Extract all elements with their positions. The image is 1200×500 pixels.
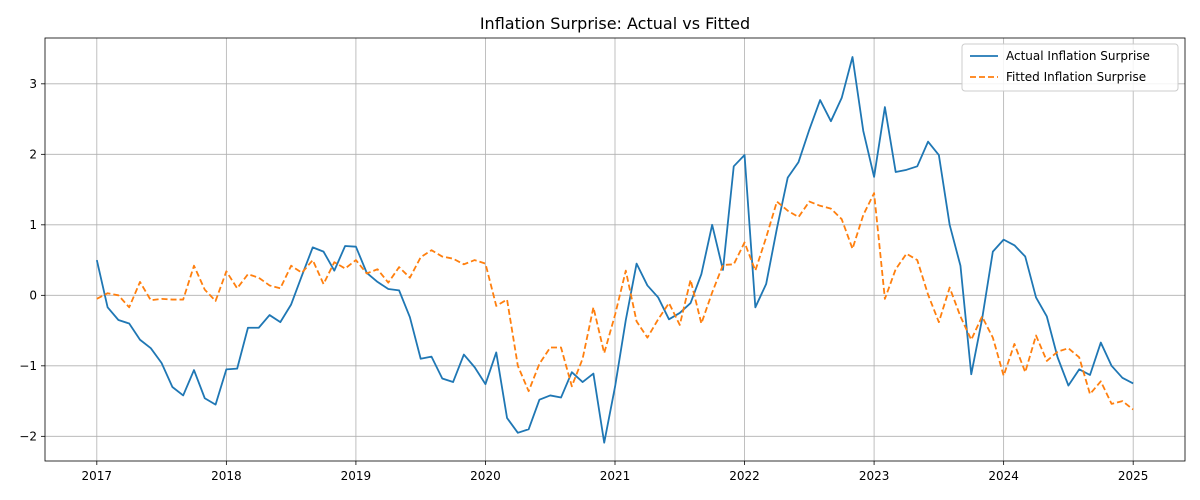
x-tick-label: 2025 xyxy=(1118,469,1149,483)
y-tick-label: −1 xyxy=(19,359,37,373)
x-tick-label: 2024 xyxy=(988,469,1019,483)
x-tick-label: 2019 xyxy=(341,469,372,483)
chart-title: Inflation Surprise: Actual vs Fitted xyxy=(480,14,750,33)
y-tick-label: 1 xyxy=(29,218,37,232)
y-tick-label: 0 xyxy=(29,288,37,302)
x-tick-label: 2021 xyxy=(600,469,631,483)
x-tick-label: 2018 xyxy=(211,469,242,483)
y-tick-label: 3 xyxy=(29,77,37,91)
grid xyxy=(45,38,1185,461)
fitted-series-line xyxy=(96,192,1134,411)
actual-series-line xyxy=(95,56,1134,444)
legend: Actual Inflation Surprise Fitted Inflatio… xyxy=(961,43,1179,92)
x-tick-label: 2020 xyxy=(470,469,501,483)
legend-label: Actual Inflation Surprise xyxy=(1006,49,1150,63)
x-tick-label: 2022 xyxy=(729,469,760,483)
legend-box xyxy=(961,43,1179,92)
series-layer xyxy=(95,56,1134,444)
x-tick-label: 2023 xyxy=(859,469,890,483)
legend-label: Fitted Inflation Surprise xyxy=(1006,70,1146,84)
y-tick-label: −2 xyxy=(19,429,37,443)
y-tick-label: 2 xyxy=(29,147,37,161)
ticks: 2017 2018 2019 2020 2021 2022 2023 2024 2025 −2 −1… xyxy=(19,77,1148,483)
x-tick-label: 2017 xyxy=(82,469,113,483)
